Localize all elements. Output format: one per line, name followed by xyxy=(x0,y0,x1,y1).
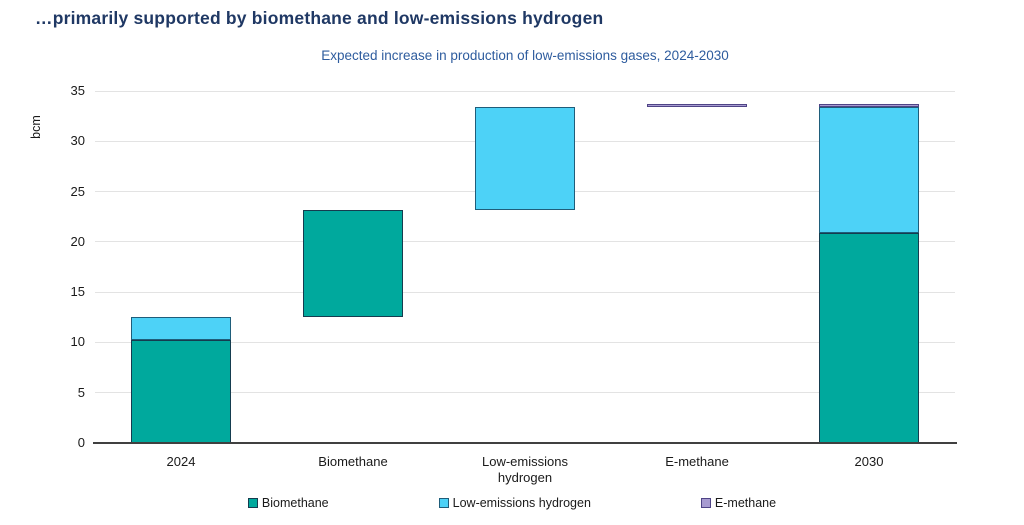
legend-item-e-methane: E-methane xyxy=(700,496,777,510)
legend-label: Biomethane xyxy=(261,496,329,510)
chart-subtitle: Expected increase in production of low-e… xyxy=(321,48,729,63)
y-tick-label-30: 30 xyxy=(70,133,85,149)
bar-segment-2030-biomethane xyxy=(819,232,919,443)
y-tick-label-10: 10 xyxy=(70,334,85,350)
bar-segment-2030-low-emissions-hydrogen xyxy=(819,107,919,233)
bar-segment-2024-biomethane xyxy=(131,340,231,443)
y-tick-label-15: 15 xyxy=(70,284,85,300)
legend-swatch-icon xyxy=(700,498,711,508)
x-tick-label-biomethane: Biomethane xyxy=(318,454,388,469)
legend-item-biomethane: Biomethane xyxy=(247,496,329,510)
gridline-y-20 xyxy=(95,241,955,243)
gridline-y-5 xyxy=(95,392,955,394)
legend-label: E-methane xyxy=(714,496,777,510)
legend-swatch-icon xyxy=(247,498,258,508)
chart-title: …primarily supported by biomethane and l… xyxy=(35,8,604,28)
y-axis-unit-label: bcm xyxy=(28,115,43,139)
bar-segment-biomethane-biomethane xyxy=(303,209,403,318)
gridline-y-10 xyxy=(95,341,955,343)
plot-area xyxy=(95,90,955,443)
x-tick-label-2030: 2030 xyxy=(854,454,884,469)
legend: Biomethane Low-emissions hydrogen E-methan… xyxy=(0,496,1024,510)
x-tick-label-low-emissions-hydrogen: Low-emissions hydrogen xyxy=(482,454,568,486)
y-tick-label-25: 25 xyxy=(70,183,85,199)
legend-label: Low-emissions hydrogen xyxy=(452,496,591,510)
y-tick-label-0: 0 xyxy=(77,435,85,450)
y-tick-label-35: 35 xyxy=(70,83,85,98)
legend-swatch-icon xyxy=(438,498,449,508)
legend-item-low-emissions-hydrogen: Low-emissions hydrogen xyxy=(438,496,591,510)
x-tick-label-2024: 2024 xyxy=(166,454,196,469)
bar-segment-2024-low-emissions-hydrogen xyxy=(131,317,231,341)
bar-segment-low-emissions-hydrogen-low-emissions-hydrogen xyxy=(475,107,575,210)
y-tick-label-20: 20 xyxy=(70,233,85,249)
gridline-y-15 xyxy=(95,291,955,293)
y-tick-label-5: 5 xyxy=(77,384,85,400)
bar-segment-2030-e-methane xyxy=(819,104,919,108)
bar-segment-e-methane-e-methane xyxy=(647,104,747,108)
x-tick-label-e-methane: E-methane xyxy=(665,454,729,469)
gridline-y-35 xyxy=(95,90,955,92)
x-axis-line xyxy=(93,442,957,444)
